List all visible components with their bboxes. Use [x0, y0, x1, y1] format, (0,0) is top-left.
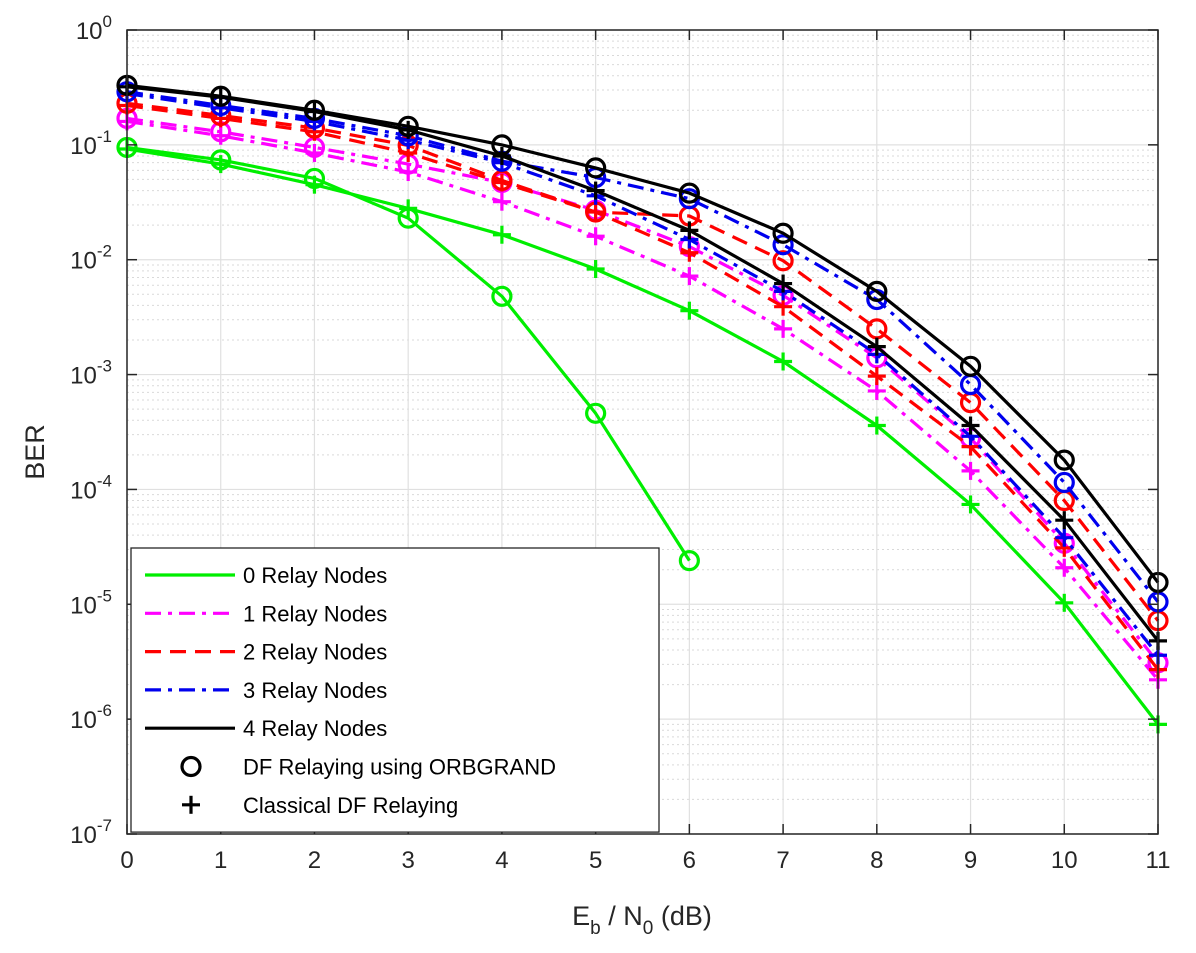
axis-ticks: 0 1 2 3 4 5 6 7 8 9 10 11 100 10-1 10-2 10-3 10-4 10-5 10-… — [70, 12, 1170, 874]
x-label-main: E — [572, 901, 590, 931]
x-tick-label: 2 — [308, 847, 321, 874]
4-relay-nodes-orbgrand-marker — [585, 157, 607, 179]
4-relay-nodes-orbgrand-marker — [959, 355, 982, 377]
axes-box — [126, 29, 1159, 835]
legend-1-relay-nodes-label: 1 Relay Nodes — [243, 601, 387, 626]
0-relay-nodes-orbgrand-marker — [210, 149, 232, 171]
2-relay-nodes-orbgrand-marker — [772, 250, 794, 272]
4-relay-nodes-orbgrand-marker — [772, 222, 794, 244]
x-label-mid: / N — [601, 901, 643, 931]
x-label-sub2: 0 — [643, 918, 654, 939]
x-tick-label: 3 — [402, 847, 415, 874]
x-tick-label: 6 — [683, 847, 696, 874]
3-relay-nodes-classical-line — [126, 91, 1160, 657]
legend-4-relay-nodes-label: 4 Relay Nodes — [243, 716, 387, 741]
4-relay-nodes-orbgrand-marker — [397, 115, 419, 137]
x-tick-label: 0 — [120, 847, 133, 874]
legend-2-relay-nodes-label: 2 Relay Nodes — [243, 640, 387, 665]
legend-0-relay-nodes-label: 0 Relay Nodes — [243, 563, 387, 588]
2-relay-nodes-orbgrand-line — [126, 101, 1160, 622]
x-tick-label: 7 — [776, 847, 789, 874]
0-relay-nodes-orbgrand-marker — [303, 167, 326, 190]
x-tick-label: 9 — [964, 847, 977, 874]
4-relay-nodes-orbgrand-marker — [303, 99, 326, 121]
y-tick-label: 10-2 — [70, 242, 112, 275]
4-relay-nodes-orbgrand-marker — [866, 280, 888, 302]
y-tick-label: 10-1 — [70, 127, 112, 160]
x-tick-label: 11 — [1146, 847, 1171, 874]
4-relay-nodes-orbgrand-marker — [678, 182, 700, 204]
1-relay-nodes-orbgrand-line — [126, 116, 1160, 664]
x-tick-label: 8 — [870, 847, 883, 874]
4-relay-nodes-orbgrand-marker — [491, 134, 513, 156]
x-tick-label: 5 — [589, 847, 602, 874]
x-axis-label: Eb / N0 (dB) — [572, 901, 712, 939]
3-relay-nodes-orbgrand-marker — [772, 234, 794, 256]
y-tick-label: 10-6 — [70, 701, 112, 734]
2-relay-nodes-classical-line — [126, 103, 1160, 671]
0-relay-nodes-orbgrand-marker — [397, 207, 419, 229]
legend-box — [130, 547, 660, 833]
x-tick-label: 10 — [1051, 847, 1078, 874]
0-relay-nodes-orbgrand-marker — [585, 402, 607, 424]
y-axis-label: BER — [20, 424, 50, 480]
x-label-tail: (dB) — [653, 901, 712, 931]
x-tick-label: 4 — [495, 847, 508, 874]
x-label-sub1: b — [590, 918, 601, 939]
4-relay-nodes-orbgrand-line — [126, 83, 1160, 584]
legend: 0 Relay Nodes 1 Relay Nodes 2 Relay Nodes 3… — [130, 547, 660, 833]
4-relay-nodes-orbgrand-marker — [210, 85, 232, 107]
legend-df-relaying-using-orbgrand-label: DF Relaying using ORBGRAND — [243, 755, 556, 780]
0-relay-nodes-classical-line — [126, 147, 1160, 726]
y-tick-label: 10-7 — [70, 816, 112, 849]
x-tick-label: 1 — [214, 847, 227, 874]
y-tick-label: 10-5 — [70, 586, 112, 619]
0-relay-nodes-orbgrand-marker — [678, 550, 700, 572]
legend-df-relaying-using-orbgrand-swatch — [180, 755, 202, 778]
legend-classical-df-relaying-label: Classical DF Relaying — [243, 793, 458, 818]
y-tick-label: 10-3 — [70, 357, 112, 390]
0-relay-nodes-orbgrand-marker — [491, 285, 513, 307]
3-relay-nodes-orbgrand-marker — [1053, 471, 1075, 494]
1-relay-nodes-classical-line — [126, 119, 1160, 681]
y-tick-label: 10-4 — [70, 471, 112, 504]
3-relay-nodes-orbgrand-line — [126, 90, 1160, 603]
legend-3-relay-nodes-label: 3 Relay Nodes — [243, 678, 387, 703]
y-tick-label: 100 — [76, 12, 112, 45]
4-relay-nodes-orbgrand-marker — [1053, 449, 1075, 471]
